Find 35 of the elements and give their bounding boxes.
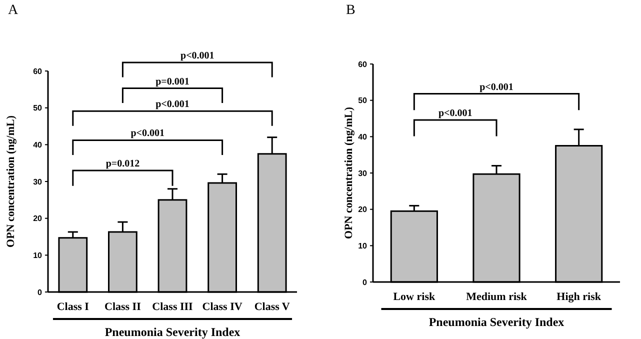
y-tick-label: 30 bbox=[33, 177, 43, 186]
annotation: p<0.001 bbox=[438, 108, 472, 119]
annotation: p=0.012 bbox=[106, 158, 140, 170]
y-tick-label: 60 bbox=[358, 60, 368, 69]
y-tick-label: 40 bbox=[358, 132, 368, 142]
y-tick-label: 40 bbox=[33, 140, 43, 150]
y-axis-title: OPN concentration (ng/mL) bbox=[343, 106, 355, 239]
x-axis-title: Pneumonia Severity Index bbox=[104, 325, 240, 339]
y-tick-label: 20 bbox=[358, 205, 368, 214]
x-tick-label: Class IV bbox=[202, 301, 242, 313]
y-tick-label: 60 bbox=[33, 66, 43, 76]
y-tick-label: 50 bbox=[358, 96, 368, 106]
y-tick-label: 30 bbox=[358, 168, 368, 178]
y-tick-label: 20 bbox=[33, 214, 43, 224]
x-axis-title: Pneumonia Severity Index bbox=[428, 315, 564, 329]
chart-title: B bbox=[346, 3, 356, 18]
x-tick-label: Class V bbox=[254, 301, 290, 313]
y-axis-title: OPN concentration (ng/mL) bbox=[5, 115, 17, 248]
text: p<0.001 bbox=[180, 50, 214, 62]
x-tick-label: Class III bbox=[152, 301, 193, 313]
y-tick-label: 10 bbox=[33, 250, 43, 260]
x-tick-label: High risk bbox=[556, 291, 602, 303]
chart-title: A bbox=[8, 3, 19, 18]
annotation: p=0.001 bbox=[156, 76, 190, 88]
x-tick-label: Class II bbox=[104, 301, 141, 313]
annotation: p<0.001 bbox=[130, 128, 164, 140]
y-tick-label: 0 bbox=[38, 288, 43, 297]
y-tick-label: 10 bbox=[358, 241, 368, 250]
annotation: p<0.001 bbox=[156, 99, 190, 110]
x-tick-label: Low risk bbox=[393, 291, 436, 303]
y-tick-label: 50 bbox=[33, 104, 43, 113]
annotation: p<0.001 bbox=[480, 82, 514, 93]
y-tick-label: 0 bbox=[362, 278, 368, 287]
x-tick-label: Class I bbox=[56, 301, 89, 313]
x-tick-label: Medium risk bbox=[466, 291, 528, 303]
